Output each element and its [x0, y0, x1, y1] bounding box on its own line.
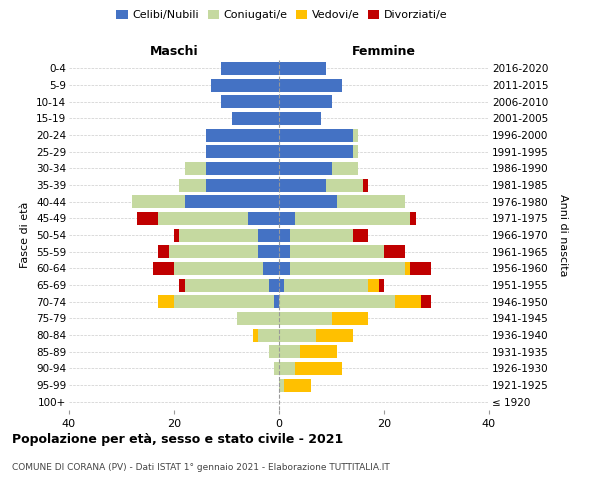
Y-axis label: Anni di nascita: Anni di nascita: [558, 194, 568, 276]
Bar: [279, 128, 353, 141]
Bar: [384, 245, 405, 258]
Bar: [290, 245, 384, 258]
Bar: [179, 178, 205, 192]
Bar: [279, 378, 284, 392]
Bar: [174, 295, 274, 308]
Bar: [279, 145, 353, 158]
Bar: [379, 278, 384, 291]
Bar: [258, 228, 279, 241]
Bar: [405, 262, 410, 275]
Bar: [279, 178, 326, 192]
Bar: [279, 228, 290, 241]
Bar: [279, 112, 321, 125]
Text: COMUNE DI CORANA (PV) - Dati ISTAT 1° gennaio 2021 - Elaborazione TUTTITALIA.IT: COMUNE DI CORANA (PV) - Dati ISTAT 1° ge…: [12, 462, 390, 471]
Bar: [174, 262, 263, 275]
Bar: [421, 295, 431, 308]
Bar: [279, 78, 342, 92]
Bar: [132, 195, 185, 208]
Legend: Celibi/Nubili, Coniugati/e, Vedovi/e, Divorziati/e: Celibi/Nubili, Coniugati/e, Vedovi/e, Di…: [112, 6, 452, 25]
Bar: [205, 162, 279, 175]
Bar: [221, 62, 279, 75]
Bar: [295, 212, 410, 225]
Bar: [185, 278, 269, 291]
Text: Maschi: Maschi: [149, 44, 199, 58]
Bar: [395, 295, 421, 308]
Bar: [290, 262, 405, 275]
Bar: [185, 195, 279, 208]
Bar: [279, 262, 290, 275]
Bar: [258, 328, 279, 342]
Bar: [274, 295, 279, 308]
Bar: [221, 95, 279, 108]
Y-axis label: Fasce di età: Fasce di età: [20, 202, 31, 268]
Bar: [300, 345, 337, 358]
Bar: [158, 245, 169, 258]
Bar: [179, 278, 185, 291]
Bar: [279, 162, 331, 175]
Bar: [279, 195, 337, 208]
Bar: [205, 178, 279, 192]
Bar: [279, 212, 295, 225]
Bar: [232, 112, 279, 125]
Bar: [363, 178, 368, 192]
Bar: [158, 295, 174, 308]
Bar: [153, 262, 174, 275]
Bar: [410, 262, 431, 275]
Text: Popolazione per età, sesso e stato civile - 2021: Popolazione per età, sesso e stato civil…: [12, 432, 343, 446]
Bar: [284, 378, 311, 392]
Bar: [284, 278, 368, 291]
Bar: [279, 312, 331, 325]
Bar: [253, 328, 258, 342]
Text: Femmine: Femmine: [352, 44, 416, 58]
Bar: [353, 228, 368, 241]
Bar: [353, 145, 358, 158]
Bar: [279, 328, 316, 342]
Bar: [368, 278, 379, 291]
Bar: [174, 228, 179, 241]
Bar: [326, 178, 363, 192]
Bar: [295, 362, 342, 375]
Bar: [279, 95, 331, 108]
Bar: [290, 228, 353, 241]
Bar: [331, 312, 368, 325]
Bar: [279, 362, 295, 375]
Bar: [205, 128, 279, 141]
Bar: [279, 345, 300, 358]
Bar: [279, 278, 284, 291]
Bar: [353, 128, 358, 141]
Bar: [331, 162, 358, 175]
Bar: [279, 62, 326, 75]
Bar: [137, 212, 158, 225]
Bar: [410, 212, 415, 225]
Bar: [269, 345, 279, 358]
Bar: [179, 228, 258, 241]
Bar: [258, 245, 279, 258]
Bar: [158, 212, 248, 225]
Bar: [237, 312, 279, 325]
Bar: [211, 78, 279, 92]
Bar: [248, 212, 279, 225]
Bar: [279, 245, 290, 258]
Bar: [316, 328, 353, 342]
Bar: [337, 195, 405, 208]
Bar: [169, 245, 258, 258]
Bar: [263, 262, 279, 275]
Bar: [269, 278, 279, 291]
Bar: [279, 295, 395, 308]
Bar: [185, 162, 205, 175]
Bar: [274, 362, 279, 375]
Bar: [205, 145, 279, 158]
